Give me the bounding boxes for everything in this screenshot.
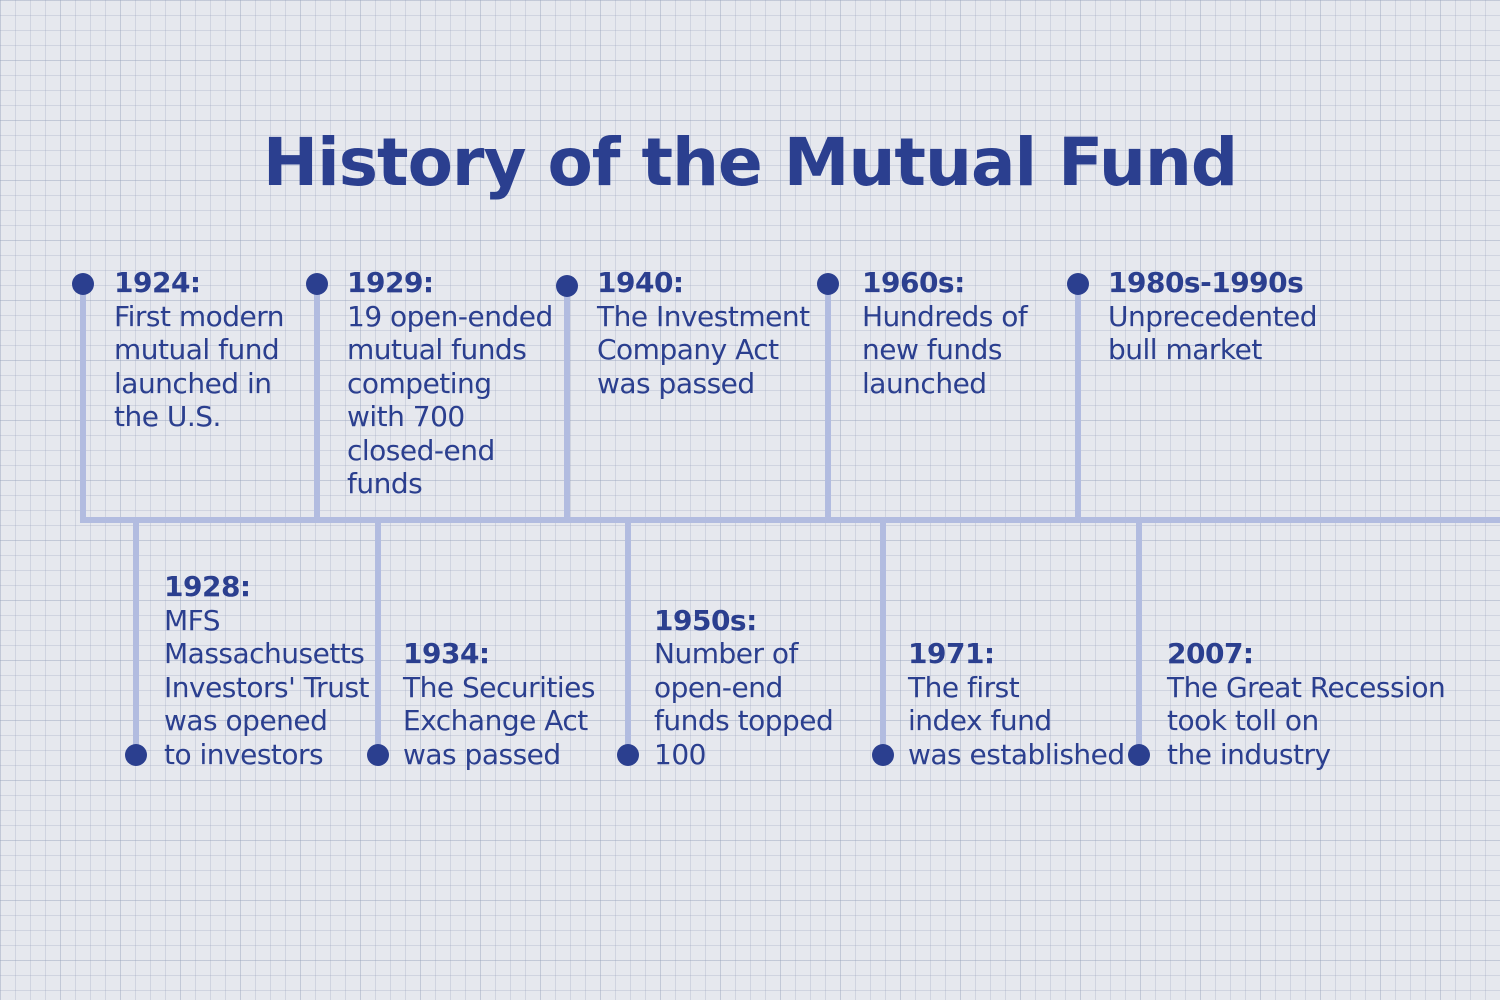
- event-desc-line: Massachusetts: [164, 637, 365, 670]
- event-label: 1940:: [597, 266, 684, 299]
- event-desc-line: Investors' Trust: [164, 670, 370, 704]
- event-desc-line: Unprecedented: [1108, 299, 1317, 333]
- dot-1929: [306, 273, 328, 295]
- dot-1940: [556, 275, 578, 297]
- event-desc-line: mutual fund: [114, 333, 280, 366]
- event-desc-line: new funds: [862, 333, 1002, 366]
- event-desc-line: the industry: [1167, 737, 1331, 771]
- stem-1960s: [825, 284, 831, 520]
- stem-1928: [133, 520, 139, 756]
- event-desc-line: launched: [862, 366, 987, 400]
- event-1929: 1929: 19 open-ended mutual funds competi…: [347, 266, 553, 501]
- event-desc-line: funds: [347, 467, 423, 500]
- dot-1934: [367, 744, 389, 766]
- event-desc-line: launched in: [114, 366, 272, 400]
- event-1980s-1990s: 1980s-1990s Unprecedented bull market: [1108, 266, 1317, 367]
- event-desc-line: Company Act: [597, 333, 779, 366]
- event-desc-line: Hundreds of: [862, 299, 1028, 333]
- event-desc-line: 19 open-ended: [347, 299, 553, 333]
- event-label: 1934:: [403, 637, 490, 670]
- event-desc-line: closed-end: [347, 433, 495, 467]
- stem-1924: [80, 284, 86, 520]
- event-desc-line: with 700: [347, 400, 465, 433]
- event-label: 1950s:: [654, 603, 757, 637]
- event-desc-line: MFS: [164, 603, 221, 637]
- event-desc-line: was opened: [164, 704, 328, 737]
- event-desc-line: competing: [347, 366, 492, 400]
- event-desc-line: Number of: [654, 637, 798, 670]
- event-desc-line: Exchange Act: [403, 704, 588, 737]
- stem-1929: [314, 284, 320, 520]
- event-label: 1924:: [114, 266, 201, 299]
- event-desc-line: funds topped: [654, 704, 834, 737]
- stem-1940: [564, 286, 570, 520]
- event-label: 1960s:: [862, 266, 965, 299]
- event-label: 1971:: [908, 637, 995, 670]
- event-1934: 1934: The Securities Exchange Act was pa…: [403, 637, 595, 771]
- event-desc-line: was passed: [403, 737, 561, 771]
- event-desc-line: First modern: [114, 299, 285, 333]
- event-1960s: 1960s: Hundreds of new funds launched: [862, 266, 1028, 400]
- stem-1971: [880, 520, 886, 756]
- event-1971: 1971: The first index fund was establish…: [908, 637, 1125, 771]
- dot-2007: [1128, 744, 1150, 766]
- event-desc-line: The Great Recession: [1167, 670, 1446, 704]
- event-desc-line: was established: [908, 737, 1125, 771]
- timeline-axis: [80, 517, 1500, 523]
- event-desc-line: took toll on: [1167, 704, 1319, 737]
- stem-1950s: [625, 520, 631, 756]
- event-desc-line: mutual funds: [347, 333, 527, 366]
- stem-2007: [1136, 520, 1142, 756]
- dot-1980s-1990s: [1067, 273, 1089, 295]
- event-2007: 2007: The Great Recession took toll on t…: [1167, 637, 1446, 771]
- dot-1960s: [817, 273, 839, 295]
- dot-1950s: [617, 744, 639, 766]
- dot-1928: [125, 744, 147, 766]
- dot-1971: [872, 744, 894, 766]
- event-1924: 1924: First modern mutual fund launched …: [114, 266, 285, 434]
- event-desc-line: The Securities: [403, 670, 595, 704]
- stem-1980s-1990s: [1075, 284, 1081, 520]
- event-1940: 1940: The Investment Company Act was pas…: [597, 266, 810, 400]
- event-label: 2007:: [1167, 637, 1254, 670]
- event-1928: 1928: MFS Massachusetts Investors' Trust…: [164, 570, 370, 771]
- stem-1934: [375, 520, 381, 756]
- event-desc-line: The Investment: [597, 299, 810, 333]
- event-1950s: 1950s: Number of open-end funds topped 1…: [654, 603, 834, 772]
- dot-1924: [72, 273, 94, 295]
- page-title: History of the Mutual Fund: [262, 124, 1238, 202]
- event-desc-line: open-end: [654, 670, 783, 704]
- event-desc-line: 100: [654, 737, 706, 771]
- event-desc-line: the U.S.: [114, 400, 221, 433]
- event-label: 1980s-1990s: [1108, 266, 1304, 299]
- event-desc-line: was passed: [597, 366, 755, 400]
- event-label: 1929:: [347, 266, 434, 299]
- event-desc-line: The first: [908, 670, 1020, 704]
- event-desc-line: index fund: [908, 704, 1052, 737]
- event-desc-line: to investors: [164, 737, 324, 771]
- event-label: 1928:: [164, 570, 251, 603]
- event-desc-line: bull market: [1108, 333, 1262, 366]
